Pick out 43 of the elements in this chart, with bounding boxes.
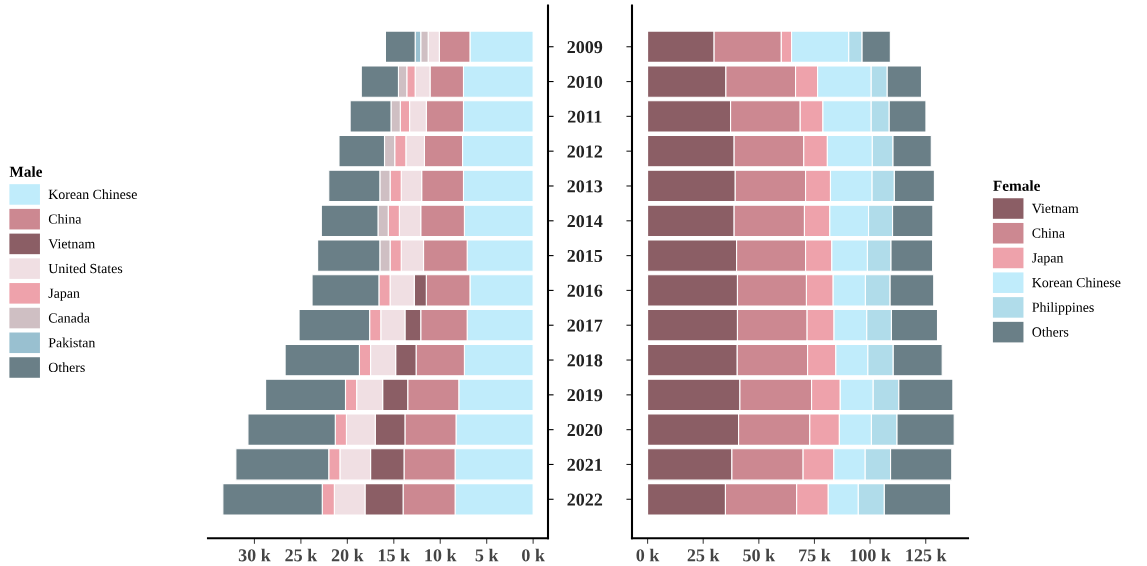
x-tick-label: 75 k xyxy=(799,548,831,562)
x-tick-label: 25 k xyxy=(285,548,318,562)
x-tick-label: 20 k xyxy=(331,548,364,562)
legend-label: Canada xyxy=(48,312,90,323)
legend-label: Japan xyxy=(48,288,80,301)
y-tick-label: 2009 xyxy=(567,40,603,54)
x-tick-label: 30 k xyxy=(238,548,271,562)
legend-title: Female xyxy=(993,180,1041,191)
y-tick-label: 2012 xyxy=(567,145,603,158)
y-tick-label: 2017 xyxy=(567,319,603,332)
y-tick-label: 2020 xyxy=(567,423,603,437)
legend-label: Vietnam xyxy=(1031,203,1079,214)
legend-label: Japan xyxy=(1032,253,1064,266)
legend-label: Korean Chinese xyxy=(1032,277,1121,288)
legend-label: China xyxy=(48,213,82,224)
x-tick-label: 100 k xyxy=(850,548,891,562)
legend-label: Vietnam xyxy=(48,239,96,249)
legend-label: Philippines xyxy=(1032,302,1094,315)
x-tick-label: 10 k xyxy=(425,548,457,562)
y-tick-label: 2016 xyxy=(567,284,603,297)
x-tick-label: 0 k xyxy=(636,548,660,562)
x-tick-label: 25 k xyxy=(687,548,720,562)
y-tick-label: 2014 xyxy=(567,215,603,228)
y-tick-label: 2011 xyxy=(567,110,602,123)
legend-label: Pakistan xyxy=(48,337,96,348)
x-tick-label: 50 k xyxy=(743,548,776,562)
y-tick-label: 2018 xyxy=(567,354,603,367)
y-tick-label: 2021 xyxy=(567,458,602,471)
legend-label: Others xyxy=(1032,326,1069,337)
y-tick-label: 2015 xyxy=(567,249,603,263)
legend-label: Others xyxy=(48,362,85,373)
x-tick-label: 0 k xyxy=(522,548,545,562)
x-tick-label: 125 k xyxy=(906,548,947,562)
legend-label: China xyxy=(1032,228,1065,238)
y-tick-label: 2019 xyxy=(567,389,603,402)
x-tick-label: 15 k xyxy=(378,548,411,562)
legend-title: Male xyxy=(9,166,43,177)
legend-label: Korean Chinese xyxy=(48,189,137,200)
y-tick-label: 2010 xyxy=(567,75,603,88)
y-tick-label: 2022 xyxy=(567,493,603,506)
y-tick-label: 2013 xyxy=(567,180,603,193)
legend-label: United States xyxy=(48,263,123,274)
x-tick-label: 5 k xyxy=(475,548,499,562)
